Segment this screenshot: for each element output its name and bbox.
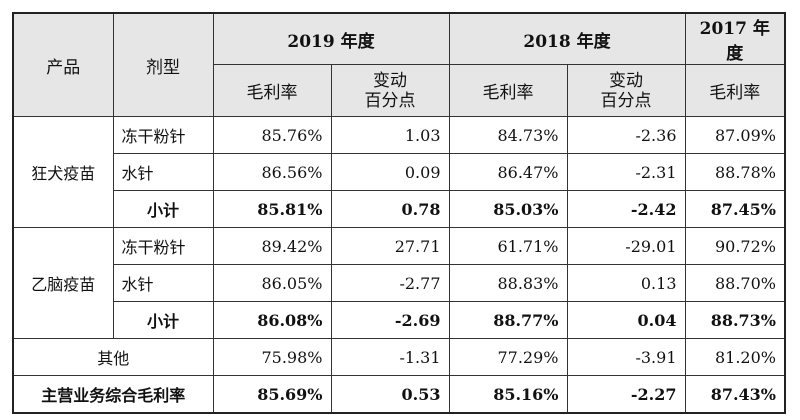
change-cell: -2.42 xyxy=(566,190,686,228)
value-cell: 88.83% xyxy=(448,264,568,302)
value-cell: 86.56% xyxy=(212,153,332,191)
header-row-years: 产品 剂型 2019 年度 2018 年度 2017 年度 xyxy=(12,12,786,117)
value-cell: 87.43% xyxy=(684,375,786,414)
value-cell: 85.03% xyxy=(448,190,568,228)
form-cell: 冻干粉针 xyxy=(112,227,214,265)
other-label: 其他 xyxy=(12,338,214,376)
group-name: 乙脑疫苗 xyxy=(12,227,114,339)
value-cell: 86.08% xyxy=(212,301,332,339)
change-cell: -3.91 xyxy=(566,338,686,376)
header-margin-2018: 毛利率 xyxy=(448,64,568,117)
subtotal-label: 小计 xyxy=(112,301,214,339)
value-cell: 90.72% xyxy=(684,227,786,265)
header-form: 剂型 xyxy=(112,12,214,117)
form-cell: 冻干粉针 xyxy=(112,116,214,154)
header-margin-2019: 毛利率 xyxy=(212,64,332,117)
change-cell: 0.09 xyxy=(330,153,450,191)
total-label: 主营业务综合毛利率 xyxy=(12,375,214,414)
value-cell: 85.76% xyxy=(212,116,332,154)
change-cell: -29.01 xyxy=(566,227,686,265)
table-row: 水针 86.05% -2.77 88.83% 0.13 88.70% xyxy=(13,264,786,302)
subtotal-row: 小计 86.08% -2.69 88.77% 0.04 88.73% xyxy=(13,301,786,339)
header-product: 产品 xyxy=(12,12,114,117)
total-row: 主营业务综合毛利率 85.69% 0.53 85.16% -2.27 87.43… xyxy=(12,375,786,414)
table-row: 乙脑疫苗 冻干粉针 89.42% 27.71 61.71% -29.01 90.… xyxy=(12,227,786,339)
change-cell: -2.36 xyxy=(566,116,686,154)
change-cell: 0.53 xyxy=(330,375,450,414)
table-row: 狂犬疫苗 冻干粉针 85.76% 1.03 84.73% -2.36 87.09… xyxy=(12,116,786,228)
header-year-2019: 2019 年度 xyxy=(212,12,450,65)
header-year-2017: 2017 年度 xyxy=(684,12,786,65)
table-row: 水针 86.56% 0.09 86.47% -2.31 88.78% xyxy=(13,153,786,191)
change-cell: -2.69 xyxy=(330,301,450,339)
value-cell: 87.09% xyxy=(684,116,786,154)
value-cell: 88.70% xyxy=(684,264,786,302)
change-cell: 27.71 xyxy=(330,227,450,265)
change-cell: 1.03 xyxy=(330,116,450,154)
value-cell: 88.78% xyxy=(684,153,786,191)
subtotal-row: 小计 85.81% 0.78 85.03% -2.42 87.45% xyxy=(13,190,786,228)
other-row: 其他 75.98% -1.31 77.29% -3.91 81.20% xyxy=(12,338,786,376)
change-cell: 0.78 xyxy=(330,190,450,228)
value-cell: 88.77% xyxy=(448,301,568,339)
change-cell: -1.31 xyxy=(330,338,450,376)
value-cell: 81.20% xyxy=(684,338,786,376)
value-cell: 88.73% xyxy=(684,301,786,339)
change-cell: -2.27 xyxy=(566,375,686,414)
value-cell: 85.81% xyxy=(212,190,332,228)
header-change-2019: 变动 百分点 xyxy=(330,64,450,117)
value-cell: 86.05% xyxy=(212,264,332,302)
value-cell: 61.71% xyxy=(448,227,568,265)
form-cell: 水针 xyxy=(112,153,214,191)
change-cell: 0.04 xyxy=(566,301,686,339)
value-cell: 86.47% xyxy=(448,153,568,191)
value-cell: 87.45% xyxy=(684,190,786,228)
change-cell: -2.77 xyxy=(330,264,450,302)
header-row-metrics: 毛利率 变动 百分点 毛利率 变动 百分点 毛利率 xyxy=(13,64,786,117)
subtotal-label: 小计 xyxy=(112,190,214,228)
header-margin-2017: 毛利率 xyxy=(684,64,786,117)
value-cell: 85.69% xyxy=(212,375,332,414)
form-cell: 水针 xyxy=(112,264,214,302)
group-name: 狂犬疫苗 xyxy=(12,116,114,228)
value-cell: 77.29% xyxy=(448,338,568,376)
header-change-2018: 变动 百分点 xyxy=(566,64,686,117)
value-cell: 89.42% xyxy=(212,227,332,265)
change-cell: -2.31 xyxy=(566,153,686,191)
header-year-2018: 2018 年度 xyxy=(448,12,686,65)
value-cell: 84.73% xyxy=(448,116,568,154)
gross-margin-table: 产品 剂型 2019 年度 2018 年度 2017 年度 毛利率 变动 百分点 … xyxy=(12,12,786,414)
value-cell: 75.98% xyxy=(212,338,332,376)
value-cell: 85.16% xyxy=(448,375,568,414)
change-cell: 0.13 xyxy=(566,264,686,302)
